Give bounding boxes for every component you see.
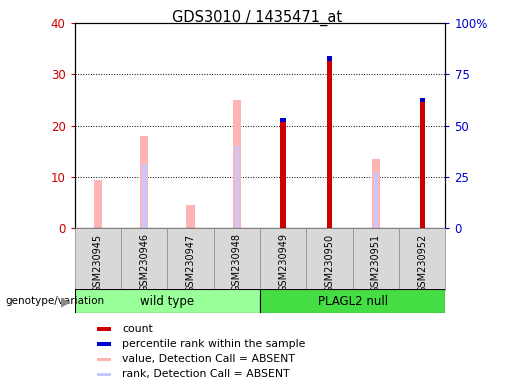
Text: value, Detection Call = ABSENT: value, Detection Call = ABSENT — [123, 354, 295, 364]
Bar — [97, 328, 111, 331]
Text: GSM230945: GSM230945 — [93, 233, 103, 293]
Text: GDS3010 / 1435471_at: GDS3010 / 1435471_at — [173, 10, 342, 26]
Text: GSM230946: GSM230946 — [139, 233, 149, 292]
Bar — [420, 98, 425, 228]
Bar — [75, 289, 260, 313]
Text: GSM230948: GSM230948 — [232, 233, 242, 292]
Bar — [97, 358, 111, 361]
Text: GSM230947: GSM230947 — [185, 233, 196, 293]
Text: genotype/variation: genotype/variation — [5, 296, 104, 306]
Text: GSM230950: GSM230950 — [324, 233, 335, 293]
Text: rank, Detection Call = ABSENT: rank, Detection Call = ABSENT — [123, 369, 290, 379]
Bar — [140, 136, 148, 228]
Bar — [97, 343, 111, 346]
Bar — [121, 228, 167, 290]
Bar — [372, 159, 380, 228]
Bar — [306, 228, 353, 290]
Bar — [142, 164, 146, 228]
Bar — [94, 180, 102, 228]
Bar — [281, 118, 286, 122]
Text: GSM230951: GSM230951 — [371, 233, 381, 293]
Bar — [186, 205, 195, 228]
Text: count: count — [123, 324, 153, 334]
Bar — [260, 289, 445, 313]
Bar — [75, 228, 121, 290]
Bar — [235, 146, 239, 228]
Bar — [399, 228, 445, 290]
Bar — [374, 172, 378, 228]
Bar — [353, 228, 399, 290]
Text: GSM230952: GSM230952 — [417, 233, 427, 293]
Bar — [214, 228, 260, 290]
Text: GSM230949: GSM230949 — [278, 233, 288, 292]
Text: percentile rank within the sample: percentile rank within the sample — [123, 339, 306, 349]
Bar — [327, 56, 332, 61]
Bar — [327, 56, 332, 228]
Text: ▶: ▶ — [61, 295, 71, 308]
Bar — [420, 98, 425, 102]
Bar — [97, 372, 111, 376]
Bar — [281, 118, 286, 228]
Text: wild type: wild type — [140, 295, 195, 308]
Bar — [167, 228, 214, 290]
Bar — [260, 228, 306, 290]
Text: PLAGL2 null: PLAGL2 null — [318, 295, 388, 308]
Bar — [233, 100, 241, 228]
